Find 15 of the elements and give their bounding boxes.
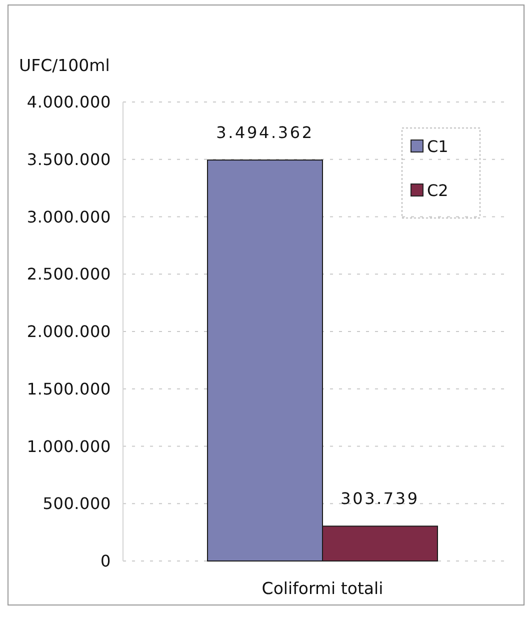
y-tick-label: 2.000.000 bbox=[26, 322, 111, 342]
y-tick-label: 1.500.000 bbox=[26, 379, 111, 398]
data-label: 303.739 bbox=[340, 489, 420, 508]
y-tick-label: 1.000.000 bbox=[26, 436, 111, 456]
y-tick-label: 4.000.000 bbox=[26, 92, 111, 112]
y-tick-label: 3.000.000 bbox=[26, 207, 111, 226]
y-tick-label: 3.500.000 bbox=[26, 150, 111, 169]
y-axis-title: UFC/100ml bbox=[19, 56, 110, 75]
y-tick-label: 2.500.000 bbox=[26, 264, 111, 284]
x-tick-label: Coliformi totali bbox=[262, 579, 384, 598]
legend-label: C1 bbox=[427, 137, 448, 156]
legend-label: C2 bbox=[427, 181, 448, 200]
y-tick-label: 500.000 bbox=[42, 494, 111, 514]
data-label: 3.494.362 bbox=[216, 123, 314, 142]
y-tick-label: 0 bbox=[100, 552, 111, 571]
